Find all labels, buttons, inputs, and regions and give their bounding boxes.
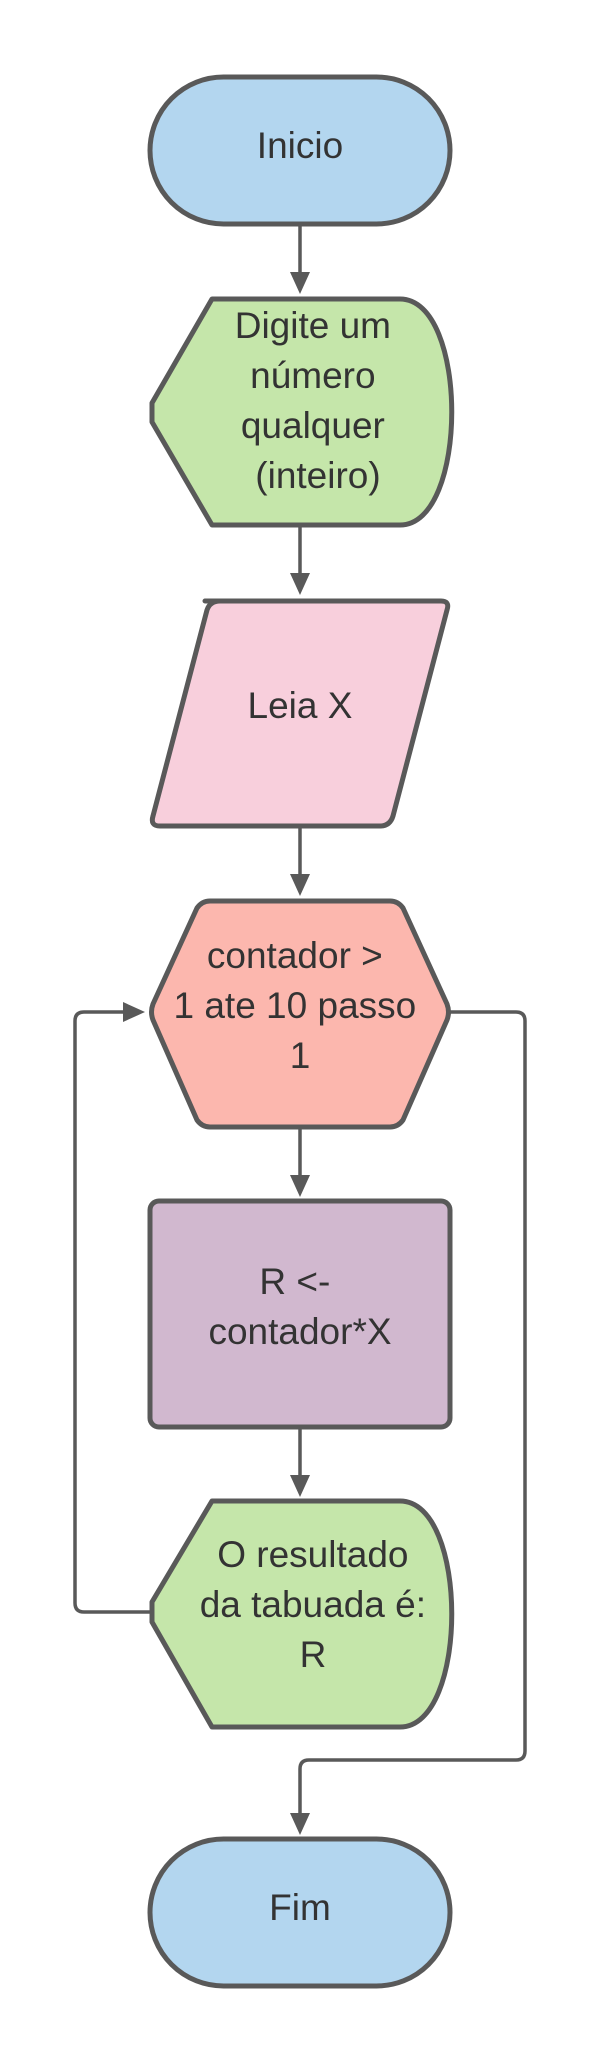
- start-shape: [147, 74, 453, 227]
- connector-prompt-to-read: [290, 525, 310, 595]
- output-label: O resultado da tabuada é: R: [200, 1534, 437, 1675]
- output-display: O resultado da tabuada é: R: [149, 1498, 455, 1730]
- loop-label: contador > 1 ate 10 passo 1: [173, 935, 426, 1076]
- connector-calc-to-output: [290, 1427, 310, 1497]
- connector-loop-to-calc: [290, 1127, 310, 1197]
- loop-shape: [149, 898, 451, 1130]
- connector-loop-exit-to-end: [290, 1010, 527, 1835]
- read-label: Leia X: [248, 685, 353, 726]
- calc-process: R <- contador*X: [147, 1198, 453, 1430]
- end-terminator: Fim: [147, 1836, 453, 1989]
- connector-read-to-loop: [290, 826, 310, 896]
- end-shape: [147, 1836, 453, 1989]
- output-shape: [149, 1498, 455, 1730]
- loop-preparation: contador > 1 ate 10 passo 1: [149, 898, 451, 1130]
- read-shape: [149, 598, 451, 829]
- connector-output-loop-back: [73, 1002, 152, 1614]
- end-label: Fim: [269, 1887, 331, 1928]
- calc-label: R <- contador*X: [208, 1261, 391, 1352]
- prompt-shape: [149, 296, 455, 528]
- connector-start-to-prompt: [290, 224, 310, 294]
- prompt-label: Digite um número qualquer (inteiro): [235, 305, 402, 496]
- connectors: [73, 224, 527, 1835]
- prompt-display: Digite um número qualquer (inteiro): [149, 296, 455, 528]
- calc-shape: [147, 1198, 453, 1430]
- start-terminator: Inicio: [147, 74, 453, 227]
- start-label: Inicio: [257, 125, 343, 166]
- read-input: Leia X: [149, 598, 451, 829]
